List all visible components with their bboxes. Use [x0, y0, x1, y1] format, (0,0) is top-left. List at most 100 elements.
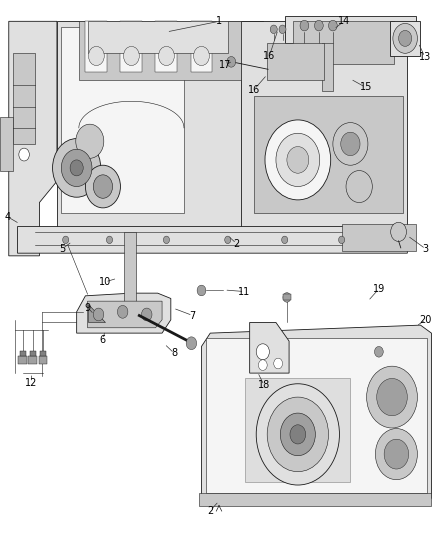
- Text: 2: 2: [233, 239, 240, 248]
- Circle shape: [61, 149, 92, 187]
- Polygon shape: [57, 21, 263, 227]
- Polygon shape: [13, 53, 35, 144]
- Circle shape: [163, 236, 170, 244]
- Circle shape: [93, 175, 113, 198]
- Circle shape: [270, 25, 277, 34]
- Circle shape: [267, 397, 328, 472]
- Polygon shape: [322, 43, 333, 91]
- Circle shape: [76, 124, 104, 158]
- Text: 16: 16: [263, 51, 276, 61]
- Bar: [40, 351, 46, 356]
- Circle shape: [194, 46, 209, 66]
- Polygon shape: [77, 293, 171, 333]
- Circle shape: [256, 384, 339, 485]
- Circle shape: [339, 236, 345, 244]
- Circle shape: [346, 171, 372, 203]
- Circle shape: [333, 123, 368, 165]
- Bar: [30, 351, 36, 356]
- Circle shape: [53, 139, 101, 197]
- Bar: [28, 356, 37, 364]
- Circle shape: [300, 20, 309, 31]
- Polygon shape: [245, 378, 350, 482]
- Circle shape: [258, 360, 267, 370]
- Circle shape: [391, 222, 406, 241]
- Polygon shape: [88, 304, 105, 322]
- Polygon shape: [155, 21, 177, 72]
- Text: 7: 7: [190, 311, 196, 320]
- Bar: [39, 356, 47, 364]
- Bar: [18, 356, 27, 364]
- Circle shape: [197, 285, 206, 296]
- Polygon shape: [293, 21, 394, 64]
- Circle shape: [374, 346, 383, 357]
- Polygon shape: [18, 227, 407, 253]
- Text: 1: 1: [216, 17, 222, 26]
- Polygon shape: [201, 325, 431, 498]
- Circle shape: [88, 46, 104, 66]
- Circle shape: [106, 236, 113, 244]
- Circle shape: [279, 25, 286, 34]
- Text: 19: 19: [373, 284, 385, 294]
- Polygon shape: [206, 338, 427, 493]
- Circle shape: [328, 20, 337, 31]
- Polygon shape: [0, 117, 13, 171]
- Circle shape: [282, 236, 288, 244]
- Circle shape: [117, 305, 128, 318]
- Text: 17: 17: [219, 60, 232, 70]
- Text: 10: 10: [99, 277, 111, 287]
- Circle shape: [19, 148, 29, 161]
- Circle shape: [377, 378, 407, 416]
- Polygon shape: [342, 224, 416, 251]
- Circle shape: [274, 358, 283, 369]
- Text: 4: 4: [5, 212, 11, 222]
- Circle shape: [276, 133, 320, 187]
- Polygon shape: [120, 21, 142, 72]
- Circle shape: [399, 30, 412, 46]
- Text: 9: 9: [85, 303, 91, 312]
- Text: 20: 20: [420, 315, 432, 325]
- Text: 12: 12: [25, 378, 38, 387]
- Bar: [20, 351, 26, 356]
- Circle shape: [256, 344, 269, 360]
- Circle shape: [287, 147, 309, 173]
- Circle shape: [393, 23, 417, 53]
- Circle shape: [314, 20, 323, 31]
- Text: 14: 14: [338, 17, 350, 26]
- Polygon shape: [241, 21, 407, 227]
- Polygon shape: [79, 21, 241, 80]
- Circle shape: [384, 439, 409, 469]
- Polygon shape: [285, 16, 416, 43]
- Text: 15: 15: [360, 83, 372, 92]
- Text: 6: 6: [100, 335, 106, 344]
- Circle shape: [375, 429, 417, 480]
- Circle shape: [227, 56, 236, 67]
- Text: 3: 3: [423, 244, 429, 254]
- Circle shape: [186, 337, 197, 350]
- Polygon shape: [88, 21, 228, 53]
- Circle shape: [159, 46, 174, 66]
- Circle shape: [283, 293, 291, 302]
- Polygon shape: [250, 322, 289, 373]
- Circle shape: [141, 308, 152, 321]
- Text: 16: 16: [248, 85, 260, 94]
- Polygon shape: [9, 21, 57, 256]
- Circle shape: [63, 236, 69, 244]
- Circle shape: [280, 413, 315, 456]
- Text: 13: 13: [419, 52, 431, 62]
- Polygon shape: [267, 43, 324, 80]
- Text: 5: 5: [59, 244, 65, 254]
- Polygon shape: [85, 21, 107, 72]
- Circle shape: [85, 165, 120, 208]
- Polygon shape: [199, 493, 431, 506]
- Polygon shape: [390, 21, 420, 56]
- Polygon shape: [254, 96, 403, 213]
- Circle shape: [225, 236, 231, 244]
- Text: 11: 11: [238, 287, 251, 296]
- Text: 2: 2: [207, 506, 213, 515]
- Text: 8: 8: [171, 349, 177, 358]
- Polygon shape: [191, 21, 212, 72]
- Circle shape: [367, 366, 417, 428]
- Polygon shape: [61, 27, 184, 213]
- Circle shape: [70, 160, 83, 176]
- Circle shape: [265, 120, 331, 200]
